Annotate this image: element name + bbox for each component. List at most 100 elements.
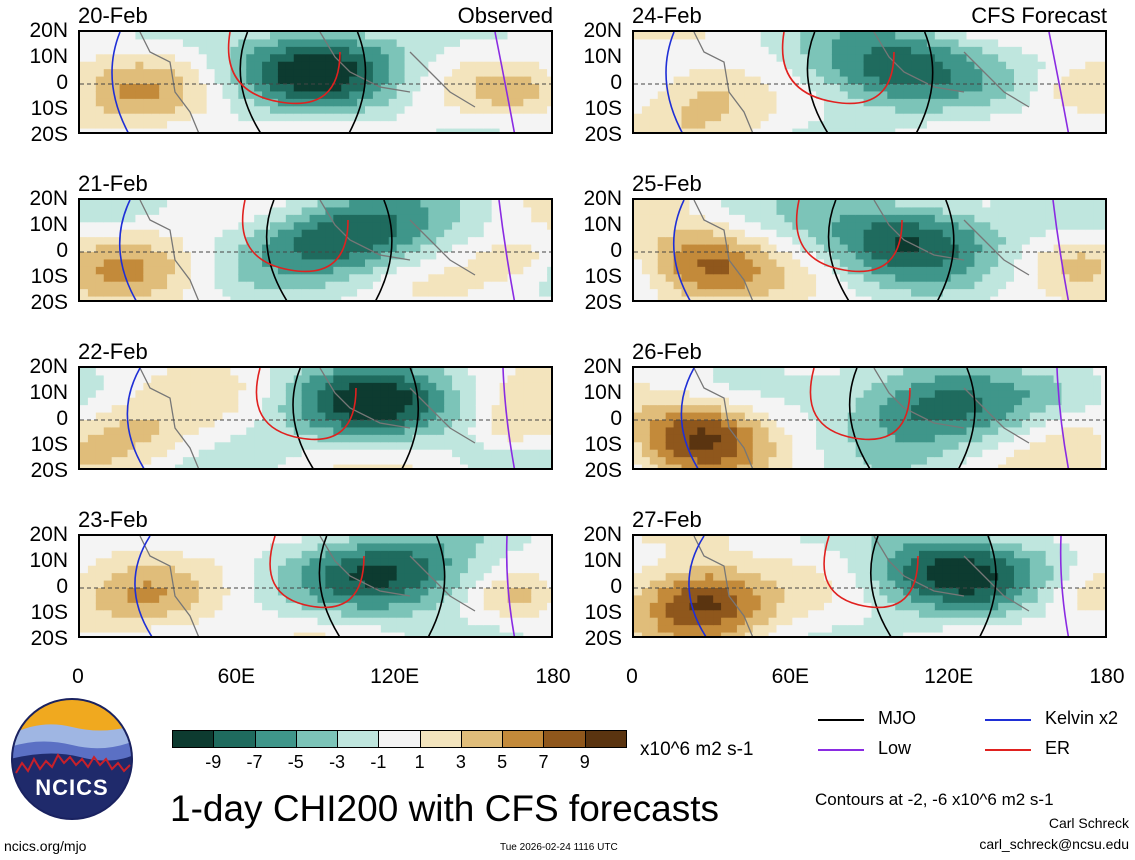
field-cell bbox=[911, 229, 920, 238]
field-cell bbox=[103, 543, 113, 552]
field-cell bbox=[412, 76, 422, 85]
field-cell bbox=[151, 565, 160, 574]
field-cell bbox=[80, 397, 89, 406]
er-contour bbox=[241, 200, 349, 273]
field-cell bbox=[974, 32, 983, 41]
field-cell bbox=[293, 106, 303, 115]
field-cell bbox=[966, 39, 976, 48]
field-cell bbox=[230, 602, 239, 611]
field-cell bbox=[444, 54, 453, 63]
field-cell bbox=[143, 632, 152, 636]
field-cell bbox=[705, 76, 714, 85]
field-cell bbox=[365, 207, 374, 216]
field-cell bbox=[839, 113, 849, 122]
field-cell bbox=[151, 106, 160, 115]
low-contour bbox=[1048, 32, 1070, 132]
field-cell bbox=[998, 113, 1007, 122]
field-cell bbox=[934, 237, 944, 246]
field-cell bbox=[293, 405, 303, 414]
er-contour bbox=[781, 32, 895, 105]
field-cell bbox=[167, 543, 176, 552]
field-cell bbox=[649, 91, 659, 100]
field-cell bbox=[143, 259, 152, 268]
field-cell bbox=[167, 121, 176, 130]
field-cell bbox=[262, 113, 271, 122]
field-cell bbox=[420, 266, 429, 275]
field-cell bbox=[365, 457, 374, 466]
field-cell bbox=[942, 259, 952, 268]
field-cell bbox=[309, 464, 319, 468]
field-cell bbox=[396, 32, 406, 41]
field-cell bbox=[736, 113, 746, 122]
field-cell bbox=[982, 32, 991, 41]
field-cell bbox=[990, 237, 999, 246]
field-cell bbox=[214, 106, 224, 115]
field-cell bbox=[816, 244, 825, 253]
field-cell bbox=[657, 222, 667, 231]
field-cell bbox=[879, 54, 888, 63]
field-cell bbox=[634, 84, 643, 93]
field-cell bbox=[285, 632, 295, 636]
field-cell bbox=[230, 61, 239, 70]
field-cell bbox=[499, 442, 509, 451]
field-cell bbox=[784, 289, 793, 298]
field-cell bbox=[847, 252, 857, 261]
field-cell bbox=[198, 207, 208, 216]
field-cell bbox=[467, 98, 477, 107]
field-cell bbox=[499, 84, 509, 93]
field-cell bbox=[515, 46, 524, 55]
field-cell bbox=[206, 46, 216, 55]
field-cell bbox=[119, 397, 129, 406]
field-cell bbox=[1053, 32, 1063, 41]
field-cell bbox=[95, 588, 105, 597]
field-cell bbox=[119, 434, 129, 443]
field-cell bbox=[365, 252, 374, 261]
field-cell bbox=[420, 69, 429, 78]
field-cell bbox=[689, 229, 698, 238]
field-cell bbox=[665, 128, 675, 132]
field-cell bbox=[491, 427, 501, 436]
field-cell bbox=[800, 121, 809, 130]
field-cell bbox=[926, 128, 936, 132]
field-cell bbox=[950, 46, 960, 55]
field-cell bbox=[657, 113, 667, 122]
field-cell bbox=[270, 457, 279, 466]
field-cell bbox=[95, 610, 105, 619]
field-cell bbox=[1006, 32, 1015, 41]
field-cell bbox=[444, 457, 453, 466]
field-cell bbox=[357, 244, 366, 253]
field-cell bbox=[238, 558, 247, 567]
field-cell bbox=[127, 252, 137, 261]
field-cell bbox=[396, 390, 406, 399]
field-cell bbox=[436, 39, 445, 48]
field-cell bbox=[483, 602, 493, 611]
field-cell bbox=[1085, 61, 1094, 70]
field-cell bbox=[547, 229, 551, 238]
field-cell bbox=[460, 558, 469, 567]
field-cell bbox=[341, 244, 350, 253]
field-cell bbox=[499, 543, 509, 552]
field-cell bbox=[103, 602, 113, 611]
field-cell bbox=[198, 550, 208, 559]
field-cell bbox=[333, 296, 342, 300]
field-cell bbox=[254, 550, 263, 559]
field-cell bbox=[824, 266, 833, 275]
field-cell bbox=[428, 610, 437, 619]
field-cell bbox=[689, 214, 698, 223]
field-cell bbox=[230, 128, 239, 132]
field-cell bbox=[713, 84, 722, 93]
field-cell bbox=[657, 54, 667, 63]
field-cell bbox=[262, 550, 271, 559]
field-cell bbox=[539, 237, 548, 246]
field-cell bbox=[159, 595, 168, 604]
field-cell bbox=[539, 222, 548, 231]
field-cell bbox=[539, 274, 548, 283]
field-cell bbox=[119, 412, 129, 421]
field-cell bbox=[230, 565, 239, 574]
field-cell bbox=[341, 91, 350, 100]
field-cell bbox=[333, 390, 342, 399]
field-cell bbox=[167, 595, 176, 604]
field-cell bbox=[531, 207, 540, 216]
field-cell bbox=[317, 84, 327, 93]
field-cell bbox=[808, 128, 817, 132]
